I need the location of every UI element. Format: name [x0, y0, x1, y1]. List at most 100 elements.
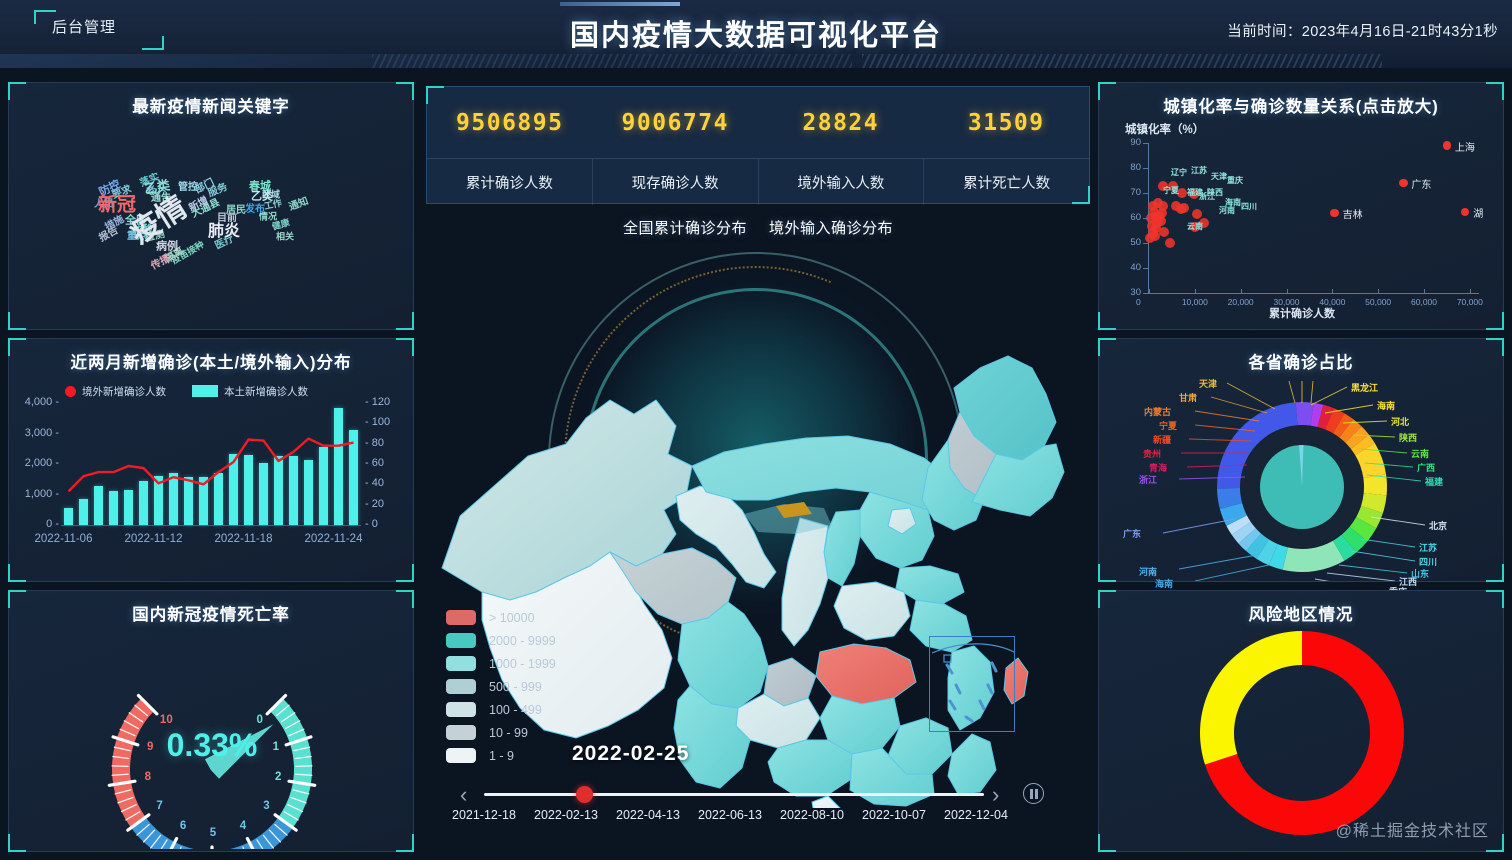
word-cloud-term[interactable]: 传播 [149, 253, 173, 273]
map-province-guangxi[interactable] [767, 739, 853, 797]
map-province-henan[interactable] [833, 581, 911, 641]
china-map-area[interactable]: > 10000 2000 - 9999 1000 - 1999 500 - 999 10… [424, 170, 1092, 860]
scatter-point[interactable] [1399, 178, 1408, 188]
bar-local-new-cases[interactable] [349, 430, 358, 525]
scatter-point[interactable] [1148, 228, 1159, 238]
map-province-liaoning[interactable] [921, 439, 985, 531]
timeline-tick-label[interactable]: 2022-06-13 [698, 808, 762, 822]
scatter-point[interactable] [1442, 141, 1452, 150]
province-donut-slice[interactable] [1282, 540, 1345, 572]
word-cloud-term[interactable]: 肺炎 [207, 223, 241, 240]
province-donut-chart[interactable]: 天津 甘肃 内蒙古 宁夏 新疆 贵州 青海 浙江 广东 河南 海南 黑龙江 海南 河北 陕西 云南 广西 福建 北京… [1099, 369, 1505, 605]
province-donut-slice[interactable] [1339, 419, 1362, 443]
scatter-plot-area[interactable]: 上海 广东 吉林 湖 辽宁 江苏 天津 重庆 宁夏 福建 陕西 浙江 海南 四川 河南 云南 [1144, 141, 1483, 293]
map-legend-row[interactable]: 500 - 999 [446, 675, 646, 698]
scatter-point[interactable] [1177, 188, 1187, 198]
scatter-point[interactable] [1157, 181, 1168, 191]
word-cloud-term[interactable]: 通告 [151, 193, 171, 204]
timeline-tick-label[interactable]: 2022-12-04 [944, 808, 1008, 822]
scatter-point[interactable] [1155, 215, 1166, 226]
word-cloud-term[interactable]: 居民 [226, 205, 246, 216]
province-donut-slice[interactable] [1333, 534, 1357, 561]
bar-local-new-cases[interactable] [109, 490, 118, 525]
scatter-point[interactable] [1159, 226, 1170, 237]
province-donut-slice[interactable] [1349, 517, 1377, 542]
word-cloud-term[interactable]: 乙类 [251, 190, 273, 203]
timeline-tick-label[interactable]: 2022-08-10 [780, 808, 844, 822]
province-donut-slice[interactable] [1341, 526, 1368, 553]
chevron-right-icon[interactable]: › [992, 782, 1000, 807]
pause-icon[interactable] [1023, 783, 1044, 804]
word-cloud-term[interactable]: 新冠 [97, 194, 137, 216]
province-donut-slice[interactable] [1256, 539, 1278, 566]
bar-local-new-cases[interactable] [289, 455, 298, 525]
province-donut-slice[interactable] [1219, 503, 1247, 526]
timeline-handle[interactable] [576, 786, 593, 803]
chevron-left-icon[interactable]: ‹ [460, 782, 468, 807]
bar-local-new-cases[interactable] [334, 407, 343, 525]
province-donut-slice[interactable] [1268, 544, 1288, 570]
bar-local-new-cases[interactable] [124, 489, 133, 525]
map-province-shandong[interactable] [895, 565, 965, 605]
province-donut-slice[interactable] [1217, 488, 1243, 509]
bar-local-new-cases[interactable] [214, 473, 223, 525]
word-cloud-term[interactable]: 病例 [156, 240, 178, 253]
scatter-point[interactable] [1176, 204, 1187, 215]
bar-local-new-cases[interactable] [199, 477, 208, 525]
scatter-point[interactable] [1199, 218, 1209, 228]
word-cloud-term[interactable]: 健康 [270, 217, 291, 232]
bar-local-new-cases[interactable] [169, 473, 178, 525]
province-donut-slice[interactable] [1310, 402, 1324, 427]
bar-local-new-cases[interactable] [64, 507, 73, 525]
word-cloud-term[interactable]: 管控 [178, 182, 198, 193]
scatter-point[interactable] [1188, 189, 1199, 200]
scatter-point[interactable] [1147, 200, 1158, 211]
risk-donut-slice[interactable] [1200, 631, 1302, 765]
nav-tab-admin[interactable]: 后台管理 [34, 6, 164, 50]
province-donut-slice[interactable] [1217, 402, 1298, 489]
scatter-point[interactable] [1145, 213, 1156, 223]
scatter-point[interactable] [1165, 238, 1176, 248]
scatter-point[interactable] [1144, 233, 1155, 243]
map-legend-row[interactable]: 1000 - 1999 [446, 652, 646, 675]
bar-local-new-cases[interactable] [259, 463, 268, 525]
scatter-point[interactable] [1153, 198, 1164, 208]
timeline-tick-label[interactable]: 2022-02-13 [534, 808, 598, 822]
bar-local-new-cases[interactable] [94, 485, 103, 525]
word-cloud-term[interactable]: 通知 [287, 195, 311, 214]
bar-local-new-cases[interactable] [139, 481, 148, 525]
map-province-hubei[interactable] [815, 643, 917, 705]
scatter-point[interactable] [1149, 206, 1160, 217]
bar-local-new-cases[interactable] [319, 446, 328, 525]
province-donut-slice[interactable] [1245, 533, 1269, 559]
province-donut-slice[interactable] [1350, 434, 1375, 456]
scatter-point[interactable] [1167, 180, 1178, 191]
map-legend-row[interactable]: 1 - 9 [446, 744, 646, 767]
word-cloud-term[interactable]: 报告 [97, 225, 121, 245]
scatter-point[interactable] [1461, 207, 1470, 216]
map-province-taiwan[interactable] [1003, 657, 1029, 705]
map-province-northeast-coast[interactable] [971, 443, 1065, 517]
word-cloud-term[interactable]: 相关 [275, 231, 295, 242]
province-donut-slice[interactable] [1317, 404, 1334, 430]
map-province-jiangsu[interactable] [909, 599, 973, 653]
scatter-point[interactable] [1151, 211, 1162, 222]
province-donut-slice[interactable] [1226, 515, 1251, 535]
province-donut-slice[interactable] [1345, 426, 1370, 449]
scatter-point[interactable] [1189, 221, 1200, 232]
province-donut-slice[interactable] [1363, 474, 1387, 496]
map-province-tibet[interactable] [481, 551, 673, 739]
map-province-beijing[interactable] [887, 507, 917, 535]
bar-local-new-cases[interactable] [304, 460, 313, 525]
word-cloud-term[interactable]: 区域 [261, 189, 281, 200]
map-legend-row[interactable]: > 10000 [446, 606, 646, 629]
province-donut-slice[interactable] [1361, 493, 1387, 514]
bar-local-new-cases[interactable] [154, 475, 163, 525]
word-cloud-term[interactable]: 发布 [245, 204, 265, 215]
province-donut-slice[interactable] [1333, 413, 1354, 438]
province-donut-slice[interactable] [1295, 402, 1314, 426]
risk-donut-slice[interactable] [1204, 631, 1404, 835]
word-cloud-chart[interactable]: 疫情 新冠 肺炎 乙类 乙类 春城 病例 全区 重点 通告 老人 落实 管控 防控 要求 措施 报告 人员 核酸 检测… [9, 125, 415, 325]
map-province-fujian[interactable] [947, 733, 997, 795]
word-cloud-term[interactable]: 目前 [217, 213, 237, 224]
